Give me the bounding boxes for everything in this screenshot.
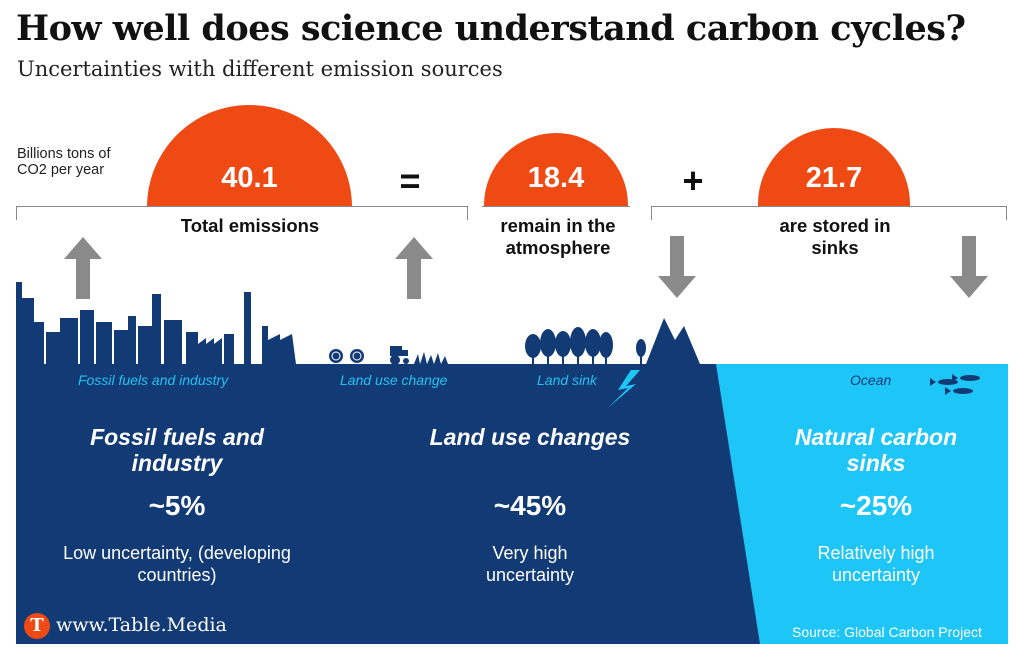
- section-sinks-title: Natural carbon sinks: [794, 424, 958, 476]
- section-land-use-percent: ~45%: [493, 490, 567, 521]
- section-fossil-title: Fossil fuels and industry: [90, 424, 264, 476]
- sinks-value: 21.7: [805, 162, 863, 194]
- land-sink-down-arrow-icon: [658, 236, 696, 298]
- section-land-use-desc: Very high uncertainty: [485, 543, 575, 585]
- city-skyline-icon: [16, 282, 296, 364]
- section-fossil-desc: Low uncertainty, (developing countries): [63, 543, 291, 585]
- band-label-fossil: Fossil fuels and industry: [78, 372, 229, 388]
- forest-icon: [525, 327, 646, 364]
- ocean-down-arrow-icon: [950, 236, 988, 298]
- total-bracket: [16, 206, 468, 220]
- source-credit: Source: Global Carbon Project: [792, 624, 982, 640]
- band-label-ocean: Ocean: [850, 372, 892, 388]
- band-label-land-sink: Land sink: [537, 372, 597, 388]
- total-emissions-value: 40.1: [221, 162, 278, 194]
- land-use-up-arrow-icon: [395, 237, 433, 299]
- atmosphere-label: remain in the atmosphere: [500, 215, 616, 258]
- fossil-up-arrow-icon: [64, 237, 102, 299]
- section-fossil-percent: ~5%: [148, 490, 206, 521]
- mountain-icon: [646, 318, 700, 364]
- atmosphere-bracket: [482, 206, 630, 220]
- section-sinks-percent: ~25%: [839, 490, 913, 521]
- plus-sign: +: [682, 160, 704, 201]
- atmosphere-value: 18.4: [527, 162, 585, 194]
- section-sinks-desc: Relatively high uncertainty: [817, 543, 935, 585]
- sinks-label: are stored in sinks: [779, 215, 891, 258]
- farm-icons: [329, 346, 448, 365]
- unit-label: Billions tons of CO2 per year: [17, 146, 111, 178]
- fish-icon: [930, 374, 980, 395]
- page-title: How well does science understand carbon …: [16, 8, 966, 49]
- sinks-bracket: [651, 206, 1007, 220]
- land-panel: [16, 364, 760, 644]
- table-media-logo-icon: T: [24, 613, 50, 639]
- page-subtitle: Uncertainties with different emission so…: [17, 57, 503, 81]
- equals-sign: =: [399, 160, 421, 201]
- total-emissions-label: Total emissions: [180, 215, 320, 236]
- band-label-land-use: Land use change: [340, 372, 448, 388]
- section-land-use-title: Land use changes: [429, 424, 631, 450]
- website-link[interactable]: www.Table.Media: [56, 614, 227, 636]
- atmosphere-bubble: 18.4: [484, 133, 628, 207]
